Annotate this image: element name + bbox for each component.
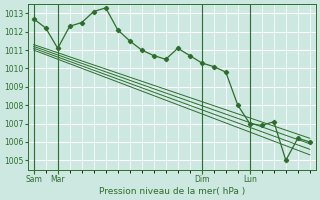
X-axis label: Pression niveau de la mer( hPa ): Pression niveau de la mer( hPa ) [99, 187, 245, 196]
